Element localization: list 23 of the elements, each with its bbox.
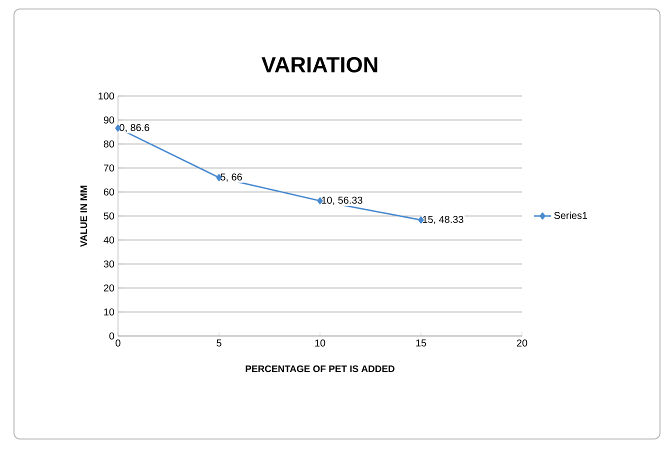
- x-tick-label: 0: [116, 340, 120, 347]
- y-tick-label: 10: [104, 308, 114, 316]
- y-tick-label: 100: [98, 92, 114, 100]
- y-tick-label: 40: [104, 236, 114, 244]
- x-tick-label: 10: [315, 340, 326, 347]
- x-tick-label: 5: [216, 340, 222, 346]
- data-label: 15, 48.33: [422, 216, 464, 224]
- x-tick-label: 15: [416, 340, 426, 346]
- data-label: 10, 56.33: [322, 196, 362, 205]
- y-axis-title: VALUE IN MM: [80, 186, 88, 247]
- x-axis-title: PERCENTAGE OF PET IS ADDED: [246, 365, 394, 372]
- y-tick-label: 60: [104, 188, 114, 196]
- chart-title: VARIATION: [262, 56, 378, 73]
- y-tick-label: 90: [104, 116, 114, 124]
- y-tick-label: 70: [104, 164, 114, 172]
- x-tick-label: 20: [516, 340, 528, 347]
- y-tick-label: 0: [109, 332, 114, 340]
- y-tick-label: 50: [104, 212, 114, 220]
- legend-label: Series1: [554, 212, 588, 219]
- y-tick-label: 80: [104, 140, 114, 148]
- y-tick-label: 20: [104, 284, 114, 292]
- data-label: 5, 66: [220, 173, 242, 182]
- y-tick-label: 30: [104, 260, 114, 268]
